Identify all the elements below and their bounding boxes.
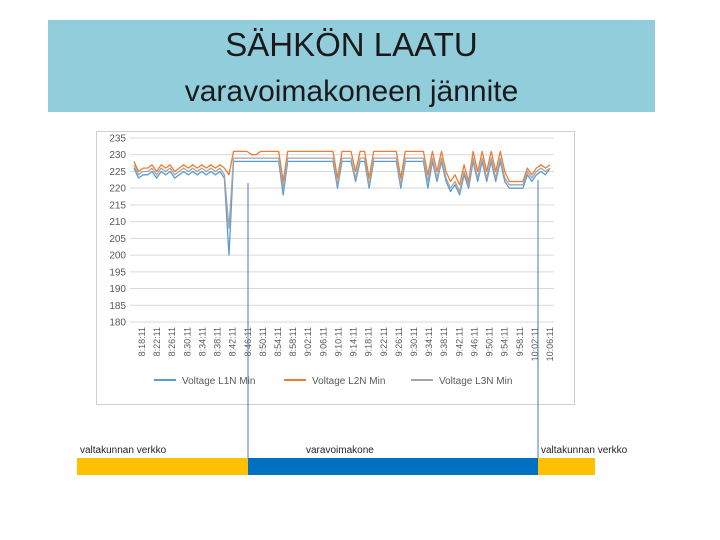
x-tick-label: 9:02:11 (303, 327, 313, 356)
y-tick-label: 220 (109, 184, 126, 195)
x-tick-label: 9:30:11 (409, 327, 419, 356)
x-tick-label: 8:42:11 (228, 327, 238, 356)
chart-frame: 180 185 190 195 200 205 210 215 220 225 230 235 8:18… (96, 131, 575, 405)
y-tick-label: 225 (109, 167, 126, 178)
x-tick-label: 8:38:11 (213, 327, 223, 356)
x-tick-label: 8:34:11 (197, 327, 207, 356)
x-tick-label: 9:14:11 (349, 327, 359, 356)
segment-bar-generator (248, 458, 538, 475)
y-tick-label: 235 (109, 134, 126, 145)
series-line-3 (133, 157, 551, 229)
x-tick-label: 8:58:11 (288, 327, 298, 356)
legend-label: Voltage L2N Min (312, 376, 385, 387)
y-tick-label: 190 (109, 284, 126, 295)
x-tick-label: 8:30:11 (182, 327, 192, 356)
x-tick-label: 8:18:11 (137, 327, 147, 356)
x-tick-label: 9:18:11 (364, 327, 374, 356)
header-band: SÄHKÖN LAATU varavoimakoneen jännite (48, 20, 655, 112)
segment-label-generator: varavoimakone (306, 445, 374, 456)
x-tick-label: 8:22:11 (152, 327, 162, 356)
x-tick-label: 8:46:11 (243, 327, 253, 356)
segment-bar-grid-1 (77, 458, 248, 475)
legend-label: Voltage L3N Min (439, 376, 512, 387)
segment-label-grid-1: valtakunnan verkko (80, 445, 167, 456)
y-tick-label: 180 (109, 318, 126, 329)
x-tick-label: 9:58:11 (515, 327, 525, 356)
y-tick-label: 230 (109, 150, 126, 161)
y-tick-label: 200 (109, 251, 126, 262)
segment-bar-grid-2 (538, 458, 595, 475)
x-tick-label: 10:06:11 (545, 327, 555, 361)
y-tick-label: 195 (109, 267, 126, 278)
x-tick-label: 9:06:11 (318, 327, 328, 356)
x-tick-label: 9:46:11 (469, 327, 479, 356)
x-tick-label: 9:42:11 (454, 327, 464, 356)
page-title: SÄHKÖN LAATU (225, 26, 478, 63)
x-tick-label: 9:10:11 (333, 327, 343, 356)
x-tick-label: 8:26:11 (167, 327, 177, 356)
y-tick-label: 215 (109, 200, 126, 211)
legend-label: Voltage L1N Min (182, 376, 255, 387)
x-tick-label: 10:02:11 (530, 327, 540, 361)
x-tick-label: 9:54:11 (500, 327, 510, 356)
x-tick-label: 8:50:11 (258, 327, 268, 356)
series-line-2 (133, 150, 551, 186)
x-tick-label: 9:38:11 (439, 327, 449, 356)
y-tick-label: 185 (109, 301, 126, 312)
voltage-chart: 180 185 190 195 200 205 210 215 220 225 230 235 8:18… (109, 134, 555, 388)
x-tick-label: 9:22:11 (379, 327, 389, 356)
x-tick-label: 9:50:11 (485, 327, 495, 356)
segment-label-grid-2: valtakunnan verkko (541, 445, 628, 456)
page-subtitle: varavoimakoneen jännite (184, 75, 519, 108)
x-tick-label: 9:34:11 (424, 327, 434, 356)
x-tick-label: 8:54:11 (273, 327, 283, 356)
x-tick-label: 9:26:11 (394, 327, 404, 356)
y-tick-label: 210 (109, 217, 126, 228)
y-tick-label: 205 (109, 234, 126, 245)
